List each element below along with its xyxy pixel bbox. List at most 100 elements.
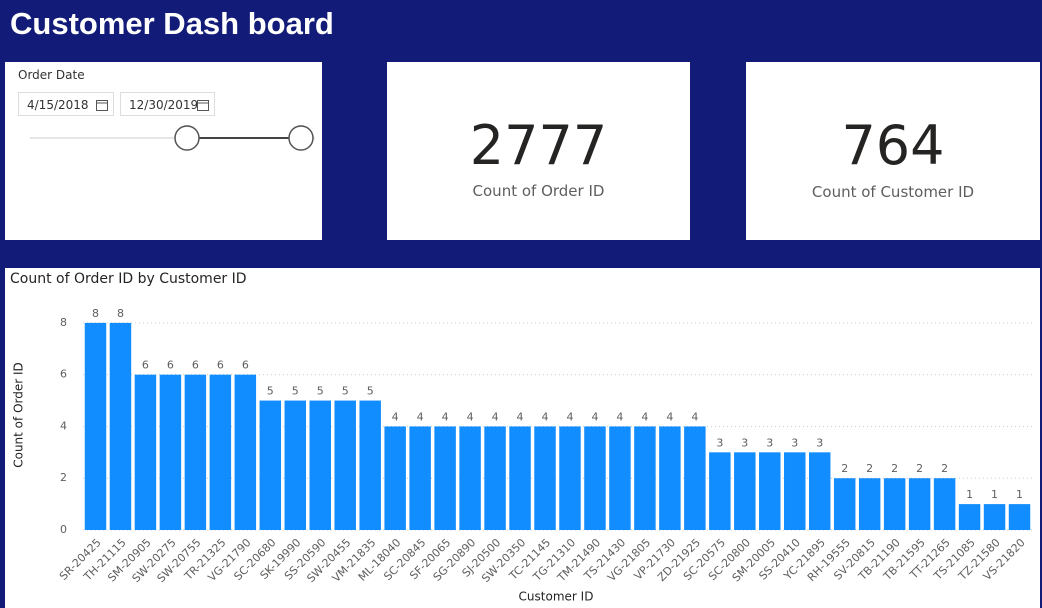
- bar: [784, 452, 806, 530]
- value-label: 3: [716, 436, 723, 449]
- bar: [559, 426, 581, 530]
- bar: [134, 374, 157, 530]
- bar: [334, 400, 356, 530]
- value-label: 5: [292, 385, 299, 398]
- bar: [958, 504, 981, 530]
- value-label: 6: [217, 359, 224, 372]
- value-label: 5: [342, 385, 349, 398]
- bar: [933, 478, 956, 530]
- end-date[interactable]: 12/30/2019: [120, 92, 215, 116]
- y-tick-label: 6: [60, 368, 67, 381]
- value-label: 8: [117, 307, 124, 320]
- slider-handle[interactable]: [288, 125, 314, 151]
- bar: [284, 400, 307, 530]
- bar: [109, 322, 132, 530]
- value-label: 4: [566, 410, 573, 423]
- bar: [609, 426, 631, 530]
- bar: [309, 400, 331, 530]
- bar: [534, 426, 556, 530]
- bar: [759, 452, 781, 530]
- value-label: 4: [591, 410, 598, 423]
- start-date-text: 4/15/2018: [27, 98, 89, 112]
- slicer-title: Order Date: [18, 68, 85, 82]
- value-label: 5: [317, 385, 324, 398]
- value-label: 5: [367, 385, 374, 398]
- value-label: 1: [966, 488, 973, 501]
- value-label: 8: [92, 307, 99, 320]
- bar: [159, 374, 182, 530]
- slider-handle[interactable]: [174, 125, 200, 151]
- value-label: 6: [192, 359, 199, 372]
- bar: [484, 426, 506, 530]
- bar: [808, 452, 831, 530]
- kpi-card: 764 Count of Customer ID: [746, 62, 1040, 240]
- x-axis-title: Customer ID: [519, 590, 594, 604]
- value-label: 2: [916, 462, 923, 475]
- card-value: 764: [841, 114, 945, 177]
- bar: [584, 426, 606, 530]
- value-label: 4: [467, 410, 474, 423]
- page-title: Customer Dash board: [10, 6, 334, 41]
- bar: [634, 426, 656, 530]
- value-label: 3: [766, 436, 773, 449]
- bar: [234, 374, 257, 530]
- calendar-icon: [96, 100, 108, 111]
- value-label: 6: [142, 359, 149, 372]
- bar: [259, 400, 282, 530]
- chart-title: Count of Order ID by Customer ID: [10, 271, 247, 287]
- y-tick-label: 8: [60, 316, 67, 329]
- value-label: 2: [866, 462, 873, 475]
- card-value: 2777: [469, 114, 608, 177]
- value-label: 5: [267, 385, 274, 398]
- kpi-card: 2777 Count of Order ID: [387, 62, 690, 240]
- value-label: 4: [641, 410, 648, 423]
- bar: [883, 478, 906, 530]
- card-label: Count of Customer ID: [811, 183, 975, 201]
- bar: [709, 452, 731, 530]
- value-label: 4: [666, 410, 673, 423]
- value-label: 4: [492, 410, 499, 423]
- bar: [384, 426, 406, 530]
- value-label: 4: [442, 410, 449, 423]
- value-label: 2: [841, 462, 848, 475]
- value-label: 4: [616, 410, 623, 423]
- value-label: 2: [891, 462, 898, 475]
- bar: [858, 478, 881, 530]
- bar: [359, 400, 381, 530]
- card-label: Count of Order ID: [472, 182, 605, 200]
- bar: [459, 426, 481, 530]
- date-slicer: Order Date 4/15/2018 12/30/2019: [5, 62, 322, 240]
- range-slider[interactable]: [5, 122, 322, 158]
- value-label: 4: [417, 410, 424, 423]
- bar: [509, 426, 531, 530]
- calendar-icon: [197, 100, 209, 111]
- y-axis-title: Count of Order ID: [12, 362, 26, 468]
- value-label: 4: [392, 410, 399, 423]
- bar: [833, 478, 856, 530]
- y-tick-label: 2: [60, 471, 67, 484]
- value-label: 1: [991, 488, 998, 501]
- y-tick-label: 4: [60, 419, 67, 432]
- bar-chart: Count of Order ID by Customer ID Count o…: [5, 268, 1040, 608]
- bar: [983, 504, 1006, 530]
- value-label: 4: [691, 410, 698, 423]
- bar: [684, 426, 706, 530]
- value-label: 4: [542, 410, 549, 423]
- bar: [659, 426, 681, 530]
- bar: [434, 426, 456, 530]
- start-date[interactable]: 4/15/2018: [18, 92, 114, 116]
- y-tick-label: 0: [60, 523, 67, 536]
- bar: [84, 322, 107, 530]
- bar: [1008, 504, 1031, 530]
- bar: [209, 374, 232, 530]
- bar: [409, 426, 431, 530]
- value-label: 3: [816, 436, 823, 449]
- bar: [734, 452, 756, 530]
- bar: [908, 478, 931, 530]
- value-label: 3: [791, 436, 798, 449]
- value-label: 1: [1016, 488, 1023, 501]
- value-label: 4: [517, 410, 524, 423]
- value-label: 2: [941, 462, 948, 475]
- value-label: 6: [242, 359, 249, 372]
